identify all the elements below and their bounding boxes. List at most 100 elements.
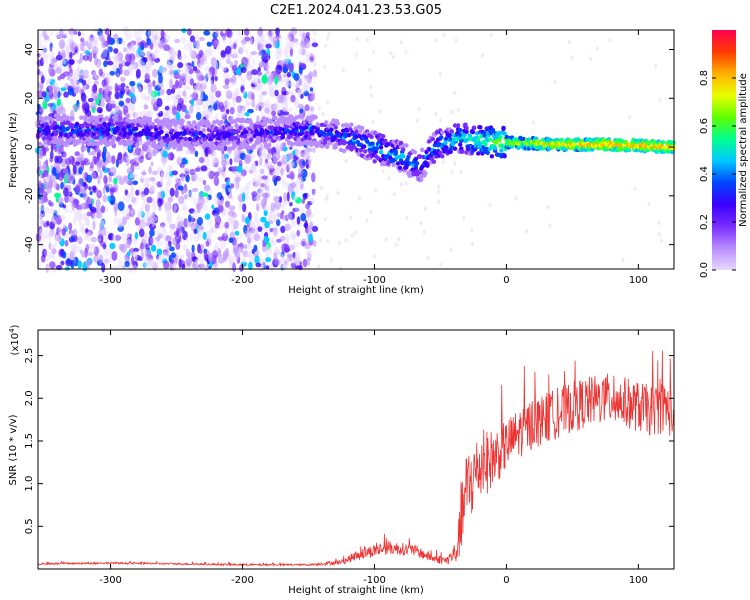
colorbar-tick-label: 0.8: [699, 70, 710, 86]
spectrogram-cell: [178, 195, 185, 205]
spectrogram-cell: [295, 254, 301, 260]
spectrogram-cell: [286, 164, 290, 173]
spectrogram-y-label: Frequency (Hz): [8, 112, 19, 188]
spectrogram-cell: [447, 133, 452, 138]
spectrogram-cell: [141, 168, 147, 176]
spectrogram-cell: [304, 50, 310, 57]
spectrogram-cell: [126, 167, 133, 175]
spectrogram-cell: [91, 90, 99, 101]
spectrogram-cell: [253, 180, 259, 188]
spectrogram-cell: [52, 90, 59, 100]
spectrogram-cell: [213, 40, 219, 48]
spectrogram-cell: [267, 148, 274, 154]
spectrogram-cell: [137, 41, 145, 47]
spectrogram-cell: [87, 75, 92, 86]
spectrogram-cell: [231, 165, 238, 171]
spectrogram-cell: [263, 182, 269, 190]
spectrogram-cell: [251, 177, 256, 183]
spectrogram-cell: [295, 121, 300, 127]
spectrogram-cell: [91, 149, 97, 156]
spectrogram-cell: [303, 90, 310, 97]
spectrogram-cell: [109, 103, 116, 109]
spectrogram-cell: [61, 59, 67, 65]
spectrogram-cell: [174, 188, 179, 198]
spectrogram-cell: [225, 28, 232, 37]
spectrogram-cell: [384, 237, 388, 242]
spectrogram-cell: [191, 147, 196, 152]
spectrogram-cell: [157, 112, 163, 118]
spectrogram-cell: [186, 190, 191, 196]
spectrogram-cell: [145, 63, 152, 71]
spectrogram-cell: [96, 160, 103, 168]
spectrogram-cell: [272, 227, 278, 236]
spectrogram-cell: [204, 49, 211, 58]
spectrogram-cell: [89, 197, 94, 205]
spectrogram-cell: [215, 30, 219, 38]
spectrogram-cell: [181, 28, 187, 34]
spectrogram-cell: [309, 87, 314, 92]
spectrogram-cell: [63, 187, 69, 197]
spectrogram-cell: [256, 144, 261, 153]
spectrogram-cell: [312, 190, 316, 196]
spectrogram-cell: [158, 73, 163, 84]
spectrogram-cell: [399, 40, 403, 45]
spectrogram-cell: [117, 225, 124, 232]
spectrogram-cell: [264, 244, 270, 252]
spectrogram-cell: [453, 161, 457, 166]
spectrogram-cell: [42, 163, 48, 172]
spectrogram-cell: [86, 174, 93, 183]
spectrogram-cell: [282, 73, 287, 78]
spectrogram-cell: [458, 128, 463, 133]
spectrogram-cell: [389, 51, 393, 56]
spectrogram-cell: [57, 197, 64, 205]
spectrogram-cell: [243, 184, 251, 190]
spectrogram-cell: [120, 243, 127, 253]
spectrogram-cell: [97, 175, 101, 185]
spectrogram-cell: [287, 152, 294, 161]
spectrogram-cell: [180, 163, 186, 172]
spectrogram-cell: [273, 115, 278, 121]
spectrogram-cell: [78, 167, 83, 175]
spectrogram-cell: [283, 257, 290, 265]
spectrogram-cell: [214, 76, 218, 82]
spectrogram-cell: [163, 260, 170, 270]
y-tick-label: 40: [24, 43, 35, 56]
spectrogram-cell: [288, 40, 292, 50]
spectrogram-cell: [196, 204, 201, 214]
spectrogram-cell: [150, 161, 154, 167]
spectrogram-cell: [250, 130, 255, 135]
spectrogram-cell: [233, 135, 238, 141]
spectrogram-cell: [61, 251, 67, 259]
spectrogram-cell: [56, 98, 62, 107]
spectrogram-cell: [439, 262, 443, 268]
spectrogram-cell: [178, 144, 183, 149]
spectrogram-cell: [203, 184, 211, 192]
spectrogram-cell: [295, 197, 302, 204]
spectrogram-cell: [274, 200, 282, 210]
spectrogram-cell: [254, 77, 258, 86]
spectrogram-cell: [129, 103, 136, 112]
spectrogram-cell: [130, 264, 134, 269]
spectrogram-cell: [197, 63, 203, 69]
spectrogram-cell: [660, 238, 664, 244]
spectrogram-cell: [262, 261, 266, 270]
spectrogram-cell: [192, 120, 197, 125]
spectrogram-cell: [103, 236, 109, 243]
spectrogram-cell: [436, 190, 440, 195]
spectrogram-cell: [181, 36, 186, 45]
spectrogram-cell: [250, 222, 256, 230]
spectrogram-cell: [307, 252, 312, 261]
spectrogram-cell: [160, 240, 164, 247]
spectrogram-cell: [80, 186, 86, 195]
spectrogram-cell: [100, 205, 106, 214]
spectrogram-cell: [306, 249, 313, 259]
spectrogram-cell: [233, 150, 238, 158]
snr-y-scale-label: (x104): [8, 324, 21, 355]
spectrogram-cell: [58, 137, 63, 143]
spectrogram-cell: [221, 169, 226, 176]
spectrogram-cell: [199, 36, 205, 42]
spectrogram-cell: [224, 99, 228, 108]
spectrogram-cell: [224, 221, 229, 229]
spectrogram-cell: [41, 44, 48, 55]
spectrogram-cell: [276, 47, 282, 55]
